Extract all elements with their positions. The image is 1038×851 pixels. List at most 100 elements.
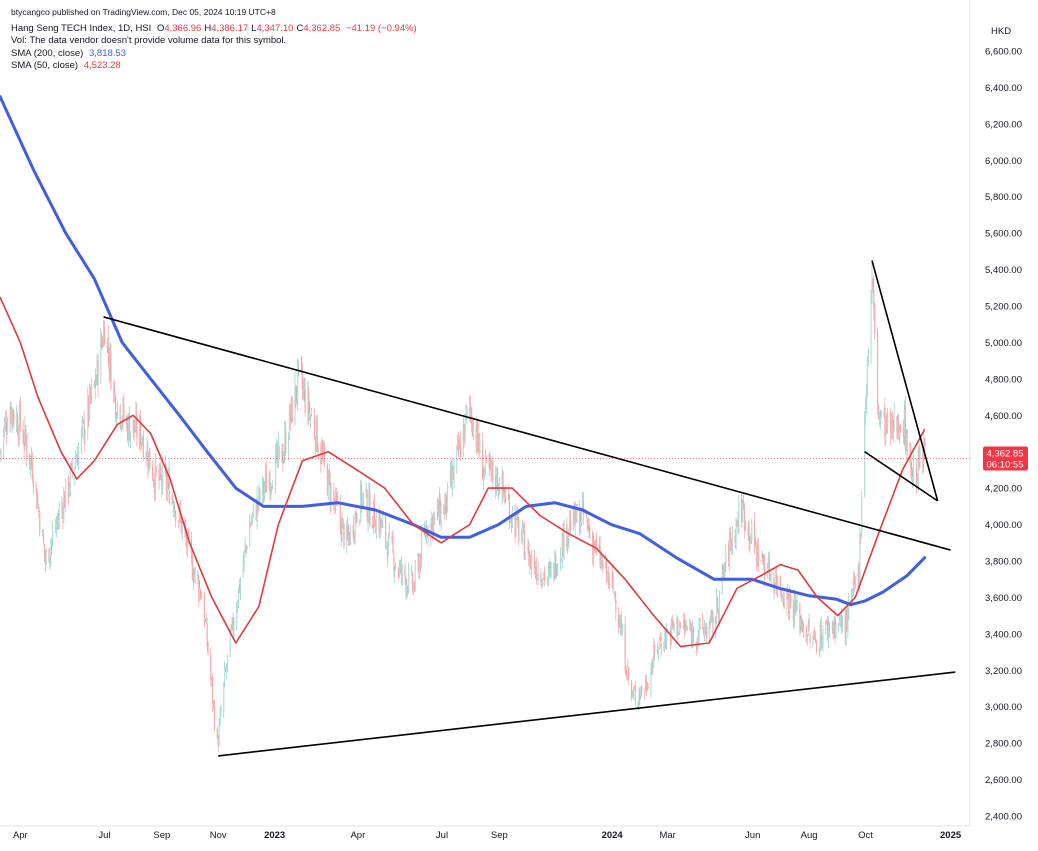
- candle: [283, 443, 285, 464]
- candle: [553, 562, 555, 583]
- sma50-legend[interactable]: SMA (50, close) 4,523.28: [11, 60, 121, 72]
- candle: [381, 519, 383, 528]
- candle: [887, 407, 889, 434]
- candle: [309, 402, 311, 421]
- candle: [898, 414, 900, 440]
- candle: [109, 342, 111, 381]
- candle: [352, 514, 354, 542]
- candle: [776, 566, 778, 596]
- candle: [857, 564, 859, 589]
- candle: [639, 688, 641, 706]
- candle: [308, 387, 310, 425]
- candle: [729, 526, 732, 552]
- candle: [3, 426, 5, 460]
- candle: [890, 413, 893, 440]
- candle: [809, 632, 811, 650]
- candle: [12, 409, 14, 430]
- candle: [374, 518, 377, 534]
- currency-label: HKD: [991, 26, 1011, 37]
- candle: [860, 532, 862, 545]
- candle: [808, 612, 810, 632]
- candle: [18, 400, 21, 446]
- candle: [736, 520, 738, 527]
- candle: [794, 592, 796, 617]
- candle: [153, 472, 156, 501]
- sma200-legend[interactable]: SMA (200, close) 3,818.53: [11, 48, 126, 60]
- candle: [566, 517, 568, 551]
- candle: [38, 503, 40, 518]
- candle: [764, 553, 766, 588]
- symbol-title[interactable]: Hang Seng TECH Index, 1D, HSI: [11, 23, 152, 34]
- candle: [392, 531, 394, 555]
- candle: [43, 543, 45, 563]
- x-tick-label: Nov: [210, 830, 227, 841]
- candle: [489, 452, 491, 470]
- candle: [52, 521, 54, 547]
- trendline-lower-support[interactable]: [218, 671, 956, 757]
- candle: [686, 625, 688, 632]
- candle: [307, 380, 309, 426]
- candle: [380, 517, 382, 535]
- candle: [401, 563, 403, 587]
- candle: [207, 641, 209, 656]
- candle: [274, 444, 277, 495]
- candle: [226, 654, 229, 673]
- candle: [134, 419, 136, 434]
- publisher-text: btycangco published on TradingView.com, …: [11, 7, 276, 17]
- candle: [576, 503, 578, 523]
- candle: [818, 646, 820, 658]
- candle: [23, 430, 25, 458]
- candle: [276, 441, 279, 468]
- candle: [431, 511, 433, 532]
- candle: [529, 550, 531, 575]
- candle: [45, 548, 47, 566]
- candle: [814, 630, 817, 644]
- candle: [295, 386, 297, 409]
- trendline-wedge-lower[interactable]: [864, 451, 939, 502]
- candle: [285, 420, 287, 457]
- candle: [284, 420, 286, 463]
- candle: [413, 580, 415, 593]
- candle: [96, 354, 98, 386]
- candle: [129, 430, 131, 449]
- trendline-wedge-upper[interactable]: [871, 260, 939, 502]
- candle: [61, 496, 63, 519]
- candle: [594, 539, 597, 554]
- candle: [382, 513, 384, 529]
- candle: [57, 509, 59, 530]
- candle: [81, 415, 83, 438]
- candle: [660, 632, 662, 657]
- candle: [313, 407, 315, 440]
- candle: [501, 465, 503, 506]
- candle: [218, 718, 220, 747]
- candle: [644, 674, 647, 693]
- candle: [437, 499, 439, 517]
- candle: [670, 617, 672, 646]
- candle: [359, 519, 361, 526]
- candle: [120, 425, 122, 433]
- y-tick-label: 4,600.00: [985, 411, 1022, 422]
- candle: [212, 673, 214, 712]
- candle: [404, 562, 406, 585]
- candle: [561, 532, 563, 569]
- sma50-line: [0, 296, 926, 648]
- candle: [812, 635, 814, 649]
- candle: [343, 522, 345, 550]
- candle: [102, 335, 104, 350]
- candle: [495, 467, 498, 496]
- y-tick-label: 6,200.00: [985, 119, 1022, 130]
- candle: [333, 482, 335, 511]
- candle: [496, 466, 499, 491]
- trendline-upper-resistance[interactable]: [103, 316, 951, 551]
- candle: [291, 395, 293, 423]
- candle: [48, 547, 50, 563]
- candle: [356, 512, 358, 528]
- candle: [679, 621, 682, 629]
- candle: [103, 320, 106, 346]
- candle: [573, 501, 575, 526]
- candle: [368, 481, 370, 524]
- candle: [806, 634, 808, 646]
- candle: [411, 571, 414, 595]
- candle: [408, 562, 410, 594]
